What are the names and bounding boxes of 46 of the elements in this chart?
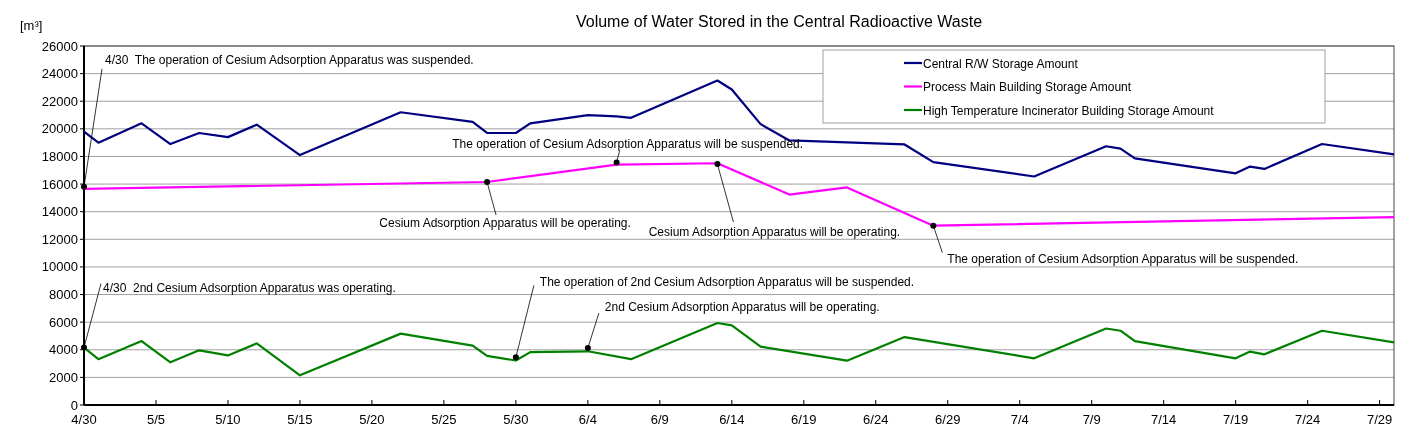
chart-title: Volume of Water Stored in the Central Radioactive Waste — [575, 13, 983, 30]
x-tick-label: 7/4 — [1010, 412, 1029, 427]
x-tick-label: 7/14 — [1151, 412, 1177, 427]
x-tick-label: 6/29 — [935, 412, 961, 427]
y-tick-label: 0 — [70, 397, 78, 413]
x-tick-label: 7/19 — [1222, 412, 1249, 427]
annotation: 2nd Cesium Adsorption Apparatus will be operating. — [604, 300, 880, 315]
x-tick-label: 5/30 — [503, 412, 529, 427]
y-tick-label: 10000 — [41, 259, 78, 275]
x-tick-label: 5/20 — [359, 412, 385, 427]
y-tick-label: 8000 — [49, 287, 78, 303]
y-tick-label: 6000 — [49, 314, 78, 330]
x-tick-label: 6/19 — [791, 412, 817, 427]
annotation: 4/30 2nd Cesium Adsorption Apparatus was operating. — [103, 280, 396, 295]
x-tick-label: 6/14 — [719, 412, 745, 427]
x-tick-label: 7/29 — [1366, 412, 1393, 427]
annotation: The operation of Cesium Adsorption Apparatus will be suspended. — [947, 251, 1299, 266]
annotation: Cesium Adsorption Apparatus will be operating. — [379, 216, 631, 231]
x-tick-label: 4/30 — [71, 412, 97, 427]
x-tick-label: 6/4 — [578, 412, 597, 427]
annotation: The operation of 2nd Cesium Adsorption Apparatus will be suspended. — [539, 275, 915, 290]
x-tick-label: 5/15 — [287, 412, 313, 427]
y-tick-label: 20000 — [41, 121, 78, 137]
y-tick-label: 22000 — [41, 93, 78, 109]
annotation: 4/30 The operation of Cesium Adsorption Apparatus was suspended. — [105, 52, 474, 67]
annotation: The operation of Cesium Adsorption Apparatus will be suspended. — [452, 136, 804, 151]
y-tick-label: 2000 — [49, 369, 78, 385]
legend-label: Central R/W Storage Amount — [923, 56, 1079, 71]
y-tick-label: 14000 — [41, 204, 78, 220]
x-tick-label: 7/24 — [1294, 412, 1321, 427]
y-tick-label: 18000 — [41, 148, 78, 164]
x-tick-label: 6/24 — [863, 412, 889, 427]
legend-label: High Temperature Incinerator Building Storage Amount — [923, 103, 1215, 118]
y-axis-title: [m³] — [20, 18, 43, 33]
x-tick-label: 5/25 — [431, 412, 457, 427]
x-tick-label: 5/5 — [146, 412, 166, 427]
legend-label: Process Main Building Storage Amount — [923, 80, 1132, 94]
y-tick-label: 4000 — [49, 342, 78, 358]
y-tick-label: 24000 — [41, 66, 78, 82]
y-tick-label: 16000 — [41, 176, 78, 192]
y-tick-label: 26000 — [41, 38, 78, 54]
y-tick-label: 12000 — [41, 231, 78, 247]
annotation: Cesium Adsorption Apparatus will be operating. — [648, 225, 901, 240]
x-tick-label: 6/9 — [650, 412, 669, 427]
x-tick-label: 5/10 — [215, 412, 241, 427]
x-tick-label: 7/9 — [1082, 412, 1101, 427]
